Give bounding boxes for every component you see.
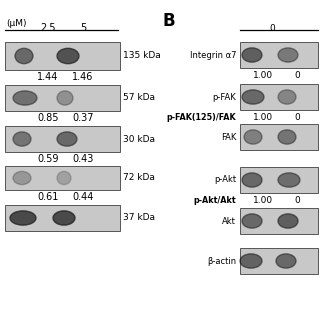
Ellipse shape — [13, 172, 31, 185]
Bar — [240, 42, 318, 68]
Text: 0.59: 0.59 — [37, 154, 59, 164]
Bar — [5, 126, 120, 152]
Bar — [240, 84, 318, 110]
Ellipse shape — [244, 130, 262, 144]
Ellipse shape — [278, 90, 296, 104]
Text: 57 kDa: 57 kDa — [123, 93, 155, 102]
Ellipse shape — [15, 48, 33, 64]
Ellipse shape — [242, 173, 262, 187]
Text: 30 kDa: 30 kDa — [123, 134, 155, 143]
Text: 0.44: 0.44 — [72, 192, 94, 202]
Text: 1.00: 1.00 — [253, 113, 273, 122]
Text: 1.44: 1.44 — [37, 72, 59, 82]
Bar — [5, 85, 120, 111]
Ellipse shape — [10, 211, 36, 225]
Text: p-FAK: p-FAK — [212, 92, 236, 101]
Ellipse shape — [278, 130, 296, 144]
Ellipse shape — [13, 91, 37, 105]
Ellipse shape — [53, 211, 75, 225]
Ellipse shape — [278, 173, 300, 187]
Text: 135 kDa: 135 kDa — [123, 52, 161, 60]
Ellipse shape — [57, 48, 79, 64]
Text: 37 kDa: 37 kDa — [123, 213, 155, 222]
Ellipse shape — [57, 91, 73, 105]
Text: 0.85: 0.85 — [37, 113, 59, 123]
Bar — [5, 166, 120, 190]
Text: 0: 0 — [269, 24, 275, 33]
Ellipse shape — [242, 48, 262, 62]
Text: Integrin α7: Integrin α7 — [189, 51, 236, 60]
Text: 5: 5 — [80, 23, 86, 33]
Text: 0: 0 — [294, 196, 300, 205]
Bar — [240, 248, 318, 274]
Bar — [240, 124, 318, 150]
Ellipse shape — [276, 254, 296, 268]
Text: p-FAK(125)/FAK: p-FAK(125)/FAK — [166, 113, 236, 122]
Text: 0.43: 0.43 — [72, 154, 94, 164]
Text: 0: 0 — [294, 113, 300, 122]
Text: B: B — [162, 12, 175, 30]
Bar — [240, 208, 318, 234]
Ellipse shape — [278, 214, 298, 228]
Text: 1.00: 1.00 — [253, 71, 273, 80]
Ellipse shape — [13, 132, 31, 146]
Ellipse shape — [242, 90, 264, 104]
Text: β-actin: β-actin — [207, 257, 236, 266]
Text: 0.37: 0.37 — [72, 113, 94, 123]
Bar — [5, 42, 120, 70]
Ellipse shape — [57, 132, 77, 146]
Text: 1.46: 1.46 — [72, 72, 94, 82]
Text: p-Akt/Akt: p-Akt/Akt — [193, 196, 236, 205]
Text: FAK: FAK — [220, 132, 236, 141]
Text: 72 kDa: 72 kDa — [123, 173, 155, 182]
Ellipse shape — [278, 48, 298, 62]
Text: (μM): (μM) — [6, 19, 27, 28]
Ellipse shape — [57, 172, 71, 185]
Text: Akt: Akt — [222, 217, 236, 226]
Text: 1.00: 1.00 — [253, 196, 273, 205]
Bar — [5, 205, 120, 231]
Bar — [240, 167, 318, 193]
Text: 0.61: 0.61 — [37, 192, 59, 202]
Ellipse shape — [240, 254, 262, 268]
Text: 0: 0 — [294, 71, 300, 80]
Text: p-Akt: p-Akt — [214, 175, 236, 185]
Text: 2.5: 2.5 — [40, 23, 56, 33]
Ellipse shape — [242, 214, 262, 228]
